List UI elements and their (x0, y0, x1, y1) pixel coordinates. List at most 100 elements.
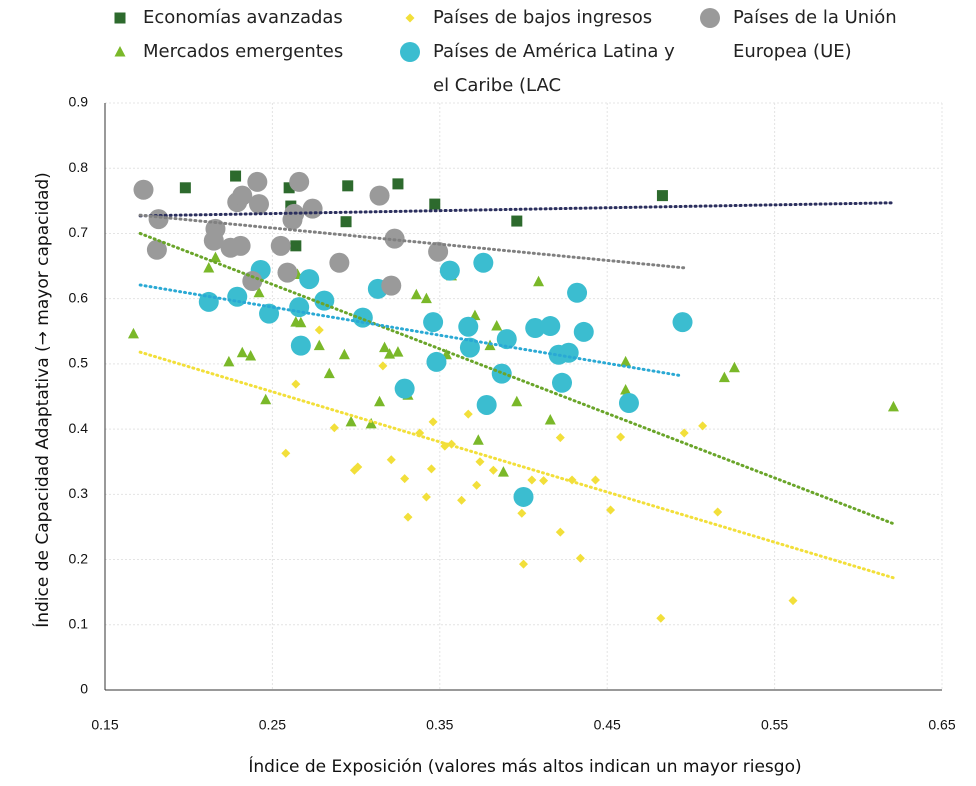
point (392, 346, 404, 357)
point (353, 462, 363, 472)
legend-label: Economías avanzadas (143, 7, 343, 28)
point (236, 346, 248, 358)
y-tick-label: 0.4 (69, 420, 89, 436)
point (253, 286, 265, 298)
point (718, 371, 730, 383)
point (283, 182, 295, 194)
point (232, 185, 253, 206)
point (290, 335, 311, 356)
point (497, 466, 509, 477)
legend-marker (405, 13, 415, 23)
point (146, 239, 167, 260)
point (281, 448, 291, 458)
point (295, 316, 307, 328)
point (148, 209, 169, 230)
point (679, 428, 689, 438)
point (249, 194, 270, 215)
point (511, 395, 523, 407)
point (133, 179, 154, 200)
x-tick-label: 0.65 (928, 717, 955, 733)
point (519, 559, 528, 569)
point (469, 309, 481, 321)
y-tick-label: 0.5 (69, 355, 89, 371)
point (656, 190, 668, 202)
point (227, 286, 248, 307)
point (540, 316, 561, 337)
y-tick-label: 0.7 (69, 224, 89, 240)
point (384, 348, 396, 359)
point (230, 170, 242, 182)
legend-marker (114, 46, 126, 57)
point (463, 409, 473, 419)
legend-label: Países de América Latina y el Caribe (LA… (433, 41, 675, 96)
point (620, 355, 632, 367)
point (394, 378, 415, 399)
point (289, 171, 310, 192)
point (887, 400, 899, 412)
point (428, 417, 438, 427)
point (369, 185, 390, 206)
point (314, 290, 335, 311)
point (203, 262, 215, 273)
point (338, 348, 350, 360)
point (525, 318, 546, 339)
point (247, 171, 268, 192)
point (209, 251, 221, 263)
point (127, 327, 139, 339)
point (277, 262, 298, 283)
point (423, 312, 444, 333)
point (620, 383, 632, 395)
point (555, 527, 565, 537)
legend-marker (114, 12, 126, 24)
point (517, 508, 527, 518)
point (400, 474, 410, 484)
x-axis-title: Índice de Exposición (valores más altos … (248, 755, 801, 777)
point (513, 486, 534, 507)
y-tick-label: 0.2 (69, 550, 89, 566)
point (475, 457, 485, 467)
point (381, 275, 402, 296)
point (616, 432, 626, 442)
point (552, 372, 573, 393)
point (533, 275, 545, 287)
point (426, 351, 447, 372)
point (379, 341, 391, 353)
point (179, 182, 191, 194)
point (476, 394, 497, 415)
y-axis-title: Índice de Capacidad Adaptativa (→ mayor … (31, 172, 53, 628)
x-tick-label: 0.35 (426, 717, 453, 733)
trend-line (138, 350, 895, 580)
trend-line (138, 201, 895, 218)
point (439, 260, 460, 281)
point (242, 271, 263, 292)
point (539, 476, 549, 486)
point (544, 413, 556, 425)
point (672, 312, 693, 333)
x-tick-label: 0.45 (594, 717, 621, 733)
point (365, 417, 377, 429)
point (728, 361, 740, 373)
point (340, 216, 352, 228)
point (511, 215, 523, 227)
point (473, 252, 494, 273)
point (496, 329, 517, 350)
point (299, 269, 320, 290)
legend-marker (400, 42, 420, 62)
point (573, 321, 594, 342)
point (527, 475, 537, 485)
point (220, 237, 241, 258)
point (558, 342, 579, 363)
legend-label: Países de bajos ingresos (433, 7, 653, 28)
point (374, 395, 386, 407)
y-tick-label: 0 (80, 681, 88, 697)
point (302, 198, 323, 219)
point (428, 241, 449, 262)
point (386, 455, 396, 465)
point (403, 512, 413, 522)
x-tick-label: 0.15 (91, 717, 118, 733)
point (342, 180, 354, 192)
point (618, 393, 639, 414)
point (472, 480, 482, 490)
point (378, 361, 388, 371)
